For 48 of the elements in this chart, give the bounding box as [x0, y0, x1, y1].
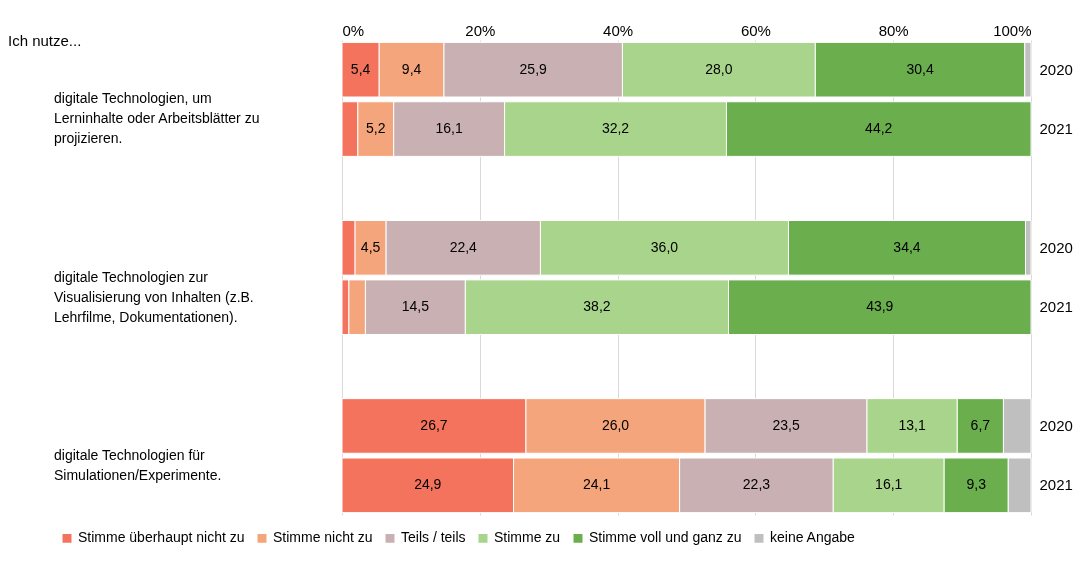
data-label: 16,1: [875, 476, 903, 493]
text: digitale Technologien zur Visualisierung von Inhalten (z.B. Lehrfilme, Dokumentationen).: [54, 268, 254, 325]
legend-label: keine Angabe: [770, 529, 856, 546]
data-label: 38,2: [583, 298, 611, 315]
data-label: 43,9: [866, 298, 894, 315]
data-label: 26,7: [420, 416, 448, 433]
legend-label: Stimme überhaupt nicht zu: [78, 529, 245, 546]
x-tick-label: 80%: [878, 21, 909, 39]
data-label: 30,4: [906, 60, 934, 77]
data-label: 26,0: [601, 416, 630, 433]
data-label: 6,7: [970, 416, 991, 433]
x-tick-label: 0%: [342, 21, 365, 39]
y-tick-label: 2020: [1039, 238, 1073, 256]
data-label: 16,1: [435, 120, 463, 137]
data-label: 5,4: [350, 60, 371, 77]
x-tick-label: 100%: [993, 21, 1032, 39]
text: Ich nutze...: [8, 32, 82, 49]
legend-label: Stimme voll und ganz zu: [589, 529, 742, 546]
data-label: 28,0: [705, 60, 733, 77]
legend-label: Stimme zu: [494, 529, 561, 546]
data-label: 23,5: [772, 416, 800, 433]
text: digitale Technologien für Simulationen/Experimente.: [54, 446, 222, 483]
y-tick-label: 2020: [1039, 60, 1073, 78]
data-label: 44,2: [865, 120, 893, 137]
data-label: 22,3: [742, 476, 771, 493]
data-label: 32,2: [601, 120, 630, 137]
legend-label: Stimme nicht zu: [273, 529, 373, 546]
text: digitale Technologien, um Lerninhalte oder Arbeitsblätter zu projizieren.: [54, 90, 260, 147]
x-tick-label: 60%: [740, 21, 771, 39]
data-label: 24,9: [414, 476, 442, 493]
y-tick-label: 2021: [1039, 120, 1073, 138]
data-label: 13,1: [898, 416, 926, 433]
legend-label: Teils / teils: [401, 529, 466, 546]
y-tick-label: 2021: [1039, 476, 1073, 494]
x-tick-label: 40%: [603, 21, 634, 39]
data-label: 14,5: [401, 298, 430, 315]
x-tick-label: 20%: [465, 21, 496, 39]
y-tick-label: 2020: [1039, 416, 1073, 434]
data-label: 24,1: [582, 476, 611, 493]
data-label: 34,4: [893, 238, 921, 255]
data-label: 9,4: [401, 60, 422, 77]
data-label: 25,9: [519, 60, 548, 77]
data-label: 4,5: [360, 238, 381, 255]
y-tick-label: 2021: [1039, 298, 1073, 316]
data-label: 22,4: [449, 238, 478, 255]
data-label: 5,2: [366, 120, 386, 137]
data-label: 9,3: [966, 476, 987, 493]
data-label: 36,0: [650, 238, 679, 255]
